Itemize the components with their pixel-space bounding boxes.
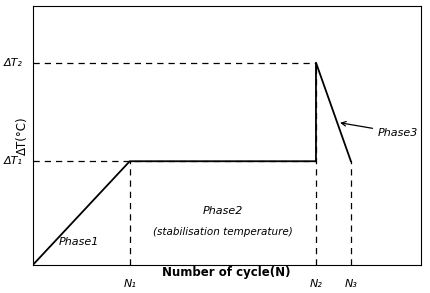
Text: ΔT₁: ΔT₁ — [4, 156, 23, 166]
Text: N₃: N₃ — [344, 279, 357, 289]
Text: Phase1: Phase1 — [59, 237, 99, 247]
Text: (stabilisation temperature): (stabilisation temperature) — [153, 227, 293, 237]
Text: N₂: N₂ — [310, 279, 322, 289]
Text: Phase2: Phase2 — [203, 206, 243, 216]
Y-axis label: ΔT(°C): ΔT(°C) — [15, 116, 29, 155]
Text: N₁: N₁ — [123, 279, 136, 289]
Text: ΔT₂: ΔT₂ — [4, 58, 23, 68]
X-axis label: Number of cycle(N): Number of cycle(N) — [163, 266, 291, 280]
Text: Phase3: Phase3 — [341, 122, 418, 138]
